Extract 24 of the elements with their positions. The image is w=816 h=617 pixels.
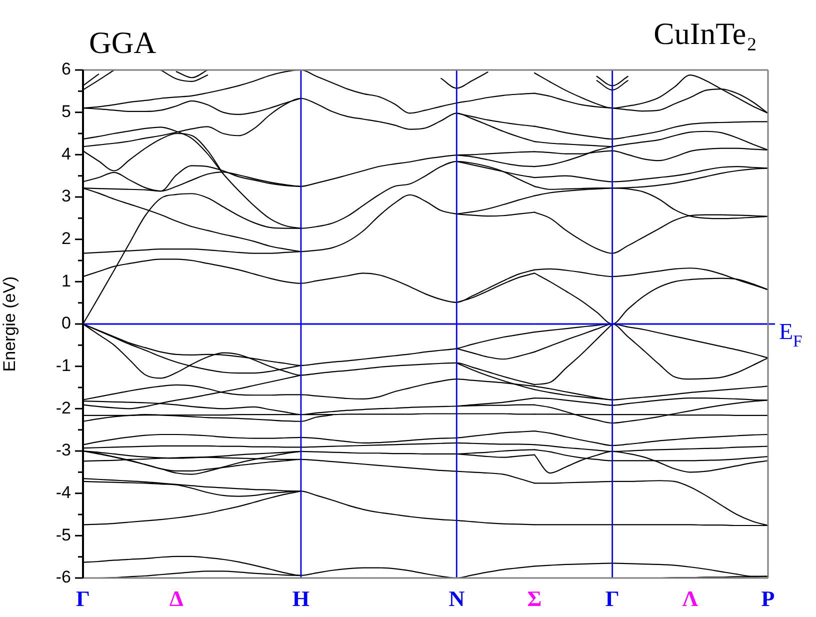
text: CuInTe₂	[654, 16, 758, 51]
x-tick-label: P	[761, 586, 775, 611]
y-tick-label: -4	[56, 483, 71, 502]
y-axis-title: Energie (eV)	[0, 276, 19, 372]
y-tick-label: -3	[56, 440, 71, 460]
y-tick-label: 5	[62, 102, 71, 122]
y-tick-label: 2	[62, 229, 71, 248]
x-tick-label: H	[292, 586, 310, 611]
y-tick-label: 3	[62, 186, 71, 206]
y-tick-label: -5	[56, 525, 71, 544]
y-tick-label: -6	[56, 568, 71, 587]
x-tick-label: Γ	[605, 586, 620, 611]
y-tick-label: 4	[62, 144, 71, 164]
y-tick-label: 1	[62, 271, 71, 290]
y-tick-label: 0	[62, 314, 71, 333]
y-tick-label: -2	[56, 398, 71, 418]
x-tick-label: Γ	[76, 586, 90, 611]
x-tick-label: Σ	[527, 586, 542, 611]
x-tick-label: Λ	[682, 586, 698, 611]
y-tick-label: 6	[62, 60, 71, 79]
chart-title: GGA	[89, 25, 157, 60]
x-tick-label: N	[448, 586, 465, 611]
y-tick-label: -1	[56, 356, 71, 376]
x-tick-label: Δ	[170, 586, 184, 611]
